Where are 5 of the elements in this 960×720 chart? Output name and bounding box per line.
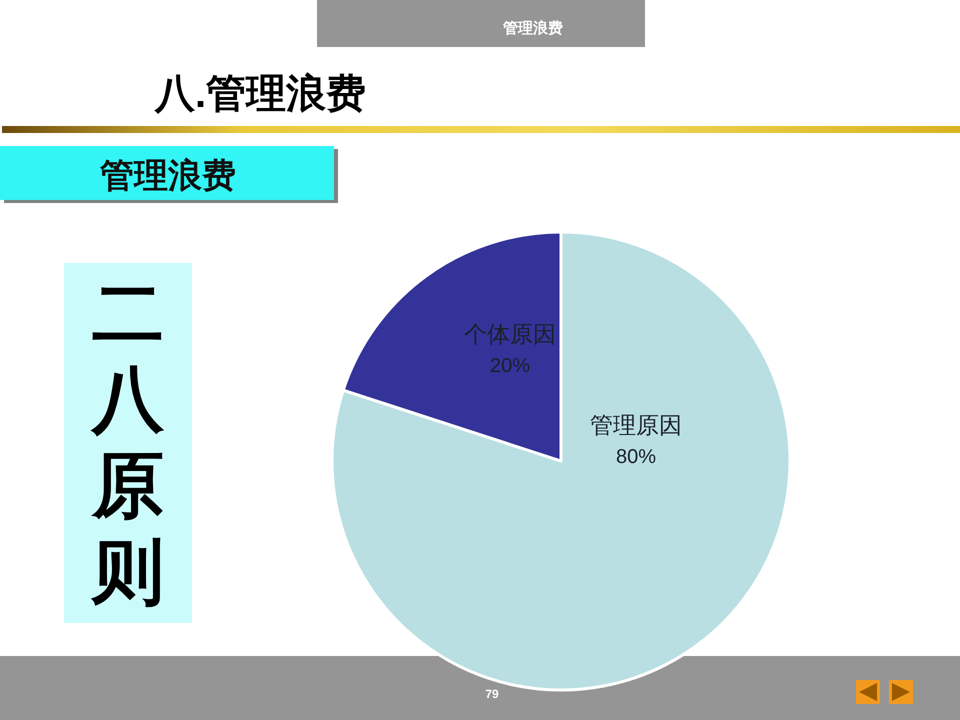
header: 管理浪费: [503, 20, 563, 37]
chart-subtitle: 管理浪费: [99, 157, 236, 195]
text: 79: [485, 687, 499, 701]
chart-title: 八.管理浪费: [154, 72, 366, 116]
text: 二八原则: [90, 274, 165, 612]
